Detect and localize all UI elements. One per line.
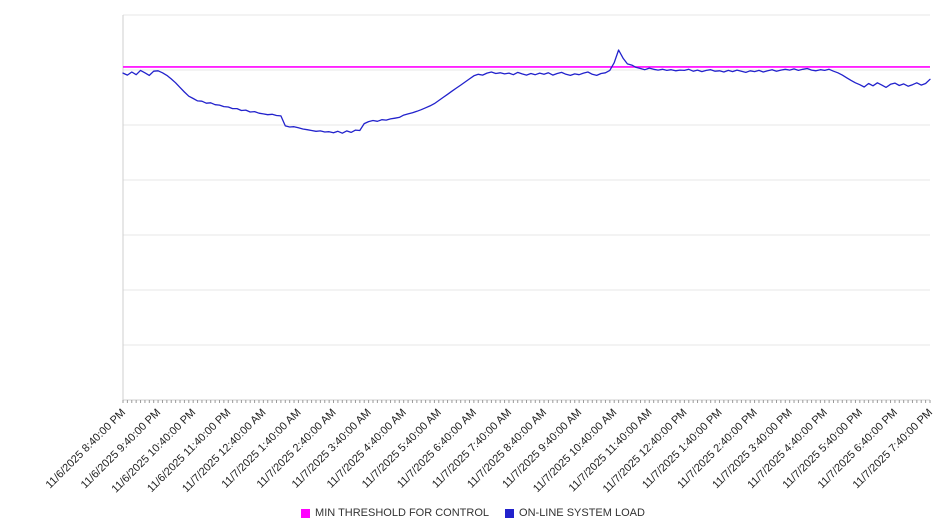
legend-label-min-threshold: MIN THRESHOLD FOR CONTROL: [315, 507, 490, 519]
legend-label-system-load: ON-LINE SYSTEM LOAD: [519, 507, 645, 519]
legend-swatch-min-threshold: [301, 508, 311, 518]
online-system-load-line: [122, 49, 931, 134]
legend-item-min-threshold: MIN THRESHOLD FOR CONTROL: [301, 507, 489, 519]
chart-legend: MIN THRESHOLD FOR CONTROL ON-LINE SYSTEM…: [0, 507, 946, 519]
legend-item-system-load: ON-LINE SYSTEM LOAD: [505, 507, 645, 519]
legend-swatch-system-load: [505, 508, 515, 518]
